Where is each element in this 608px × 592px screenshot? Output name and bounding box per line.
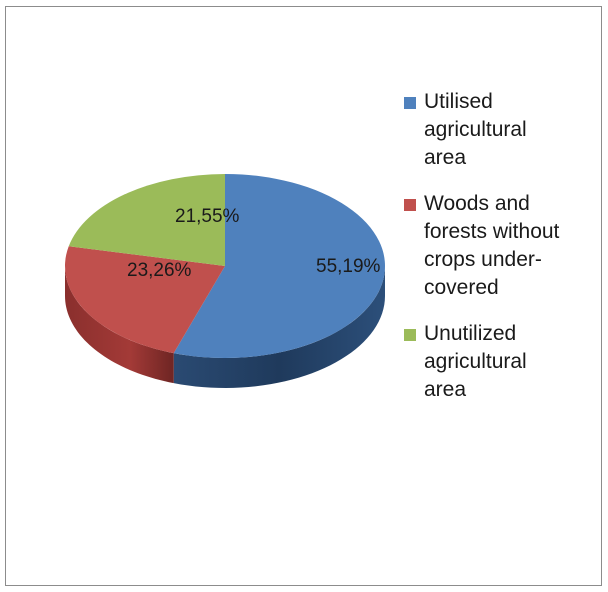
slice-unutilized-value-label: 21,55% xyxy=(175,206,240,227)
legend-item-utilised: Utilised agricultural area xyxy=(404,88,604,172)
slice-woods-side xyxy=(65,266,174,384)
slice-utilised-side xyxy=(173,266,385,388)
slice-utilised-value-label: 55,19% xyxy=(316,256,381,277)
slice-woods-value-label: 23,26% xyxy=(127,260,192,281)
legend-swatch-blue xyxy=(404,97,416,109)
legend-swatch-red xyxy=(404,199,416,211)
legend-label: Woods and forests without crops under- c… xyxy=(424,192,560,299)
slice-utilised xyxy=(173,174,386,358)
slice-woods xyxy=(64,246,225,354)
legend-item-woods: Woods and forests without crops under- c… xyxy=(404,190,604,302)
legend-item-unutilized: Unutilized agricultural area xyxy=(404,320,604,404)
legend-label: Utilised agricultural area xyxy=(424,90,527,169)
slice-unutilized xyxy=(68,174,226,266)
legend: Utilised agricultural area Woods and for… xyxy=(404,88,604,422)
legend-label: Unutilized agricultural area xyxy=(424,322,527,401)
legend-swatch-green xyxy=(404,329,416,341)
